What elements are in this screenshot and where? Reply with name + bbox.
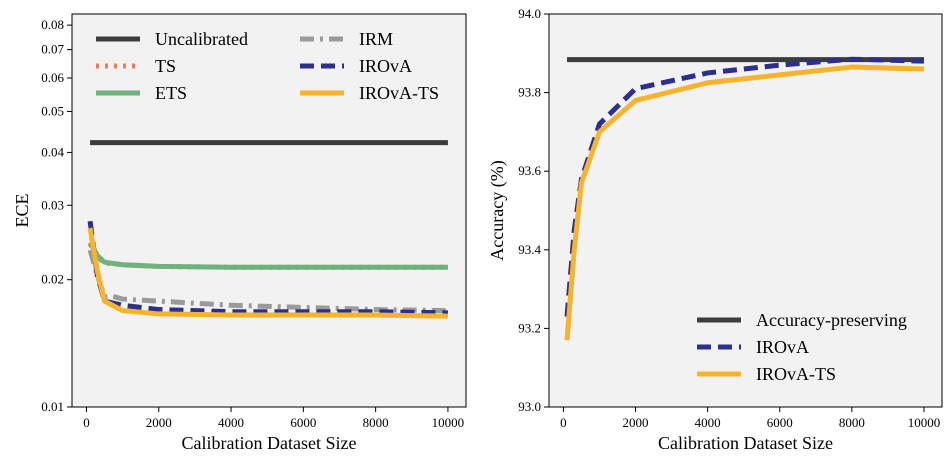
x-tick-label: 10000 [908, 415, 941, 430]
plot-area [548, 13, 943, 408]
legend-label: TS [155, 56, 176, 76]
x-tick-label: 8000 [839, 415, 865, 430]
x-tick-label: 4000 [695, 415, 721, 430]
x-axis-title: Calibration Dataset Size [658, 433, 833, 453]
series-line-ets [87, 241, 448, 270]
y-tick-label: 0.04 [41, 144, 64, 159]
y-tick-label: 93.8 [518, 85, 541, 100]
y-tick-label: 93.4 [518, 242, 541, 257]
legend: Accuracy-preserving IROvA IROvA-TS [697, 310, 907, 384]
x-tick-label: 8000 [363, 415, 389, 430]
y-tick-label: 0.01 [41, 399, 64, 414]
legend-label: IRM [359, 29, 393, 49]
y-tick-label: 0.02 [41, 272, 64, 287]
x-tick-label: 4000 [218, 415, 244, 430]
y-tick-label: 94.0 [518, 6, 541, 21]
series-line-irova-ts [87, 227, 448, 319]
y-tick-label: 93.2 [518, 320, 541, 335]
series-line-irova [564, 56, 925, 317]
legend-label: Uncalibrated [155, 29, 248, 49]
plot-frame [548, 13, 943, 408]
x-tick-label: 2000 [623, 415, 649, 430]
y-tick-label: 0.03 [41, 197, 64, 212]
y-tick-label: 0.06 [41, 70, 64, 85]
x-tick-label: 2000 [146, 415, 172, 430]
x-tick-label: 6000 [767, 415, 793, 430]
y-tick-label: 0.05 [41, 103, 64, 118]
legend: Uncalibrated TS ETS IRM IROvA IROvA-TS [96, 29, 439, 103]
legend-label: IROvA-TS [756, 364, 836, 384]
x-tick-label: 0 [83, 415, 90, 430]
x-tick-label: 10000 [432, 415, 465, 430]
y-tick-label: 93.6 [518, 163, 541, 178]
plot-frame [71, 13, 467, 408]
y-tick-label: 0.07 [41, 42, 64, 57]
legend-label: ETS [155, 83, 187, 103]
legend-label: Accuracy-preserving [756, 310, 907, 330]
y-tick-label: 0.08 [41, 17, 64, 32]
panel-left: 0 2000 4000 6000 8000 10000 0.01 0.02 0.03 0.04 0.… [12, 13, 467, 453]
y-axis-title: ECE [12, 193, 32, 227]
plot-area [71, 13, 467, 408]
x-tick-label: 6000 [290, 415, 316, 430]
y-axis-title: Accuracy (%) [487, 160, 508, 260]
legend-label: IROvA-TS [359, 83, 439, 103]
series-line-irova-ts [564, 64, 925, 341]
x-axis-title: Calibration Dataset Size [182, 433, 357, 453]
x-tick-label: 0 [560, 415, 567, 430]
legend-label: IROvA [756, 337, 809, 357]
panel-right: 0 2000 4000 6000 8000 10000 93.0 93.2 93.4 93.6 93… [487, 6, 943, 453]
y-tick-label: 93.0 [518, 399, 541, 414]
legend-label: IROvA [359, 56, 412, 76]
